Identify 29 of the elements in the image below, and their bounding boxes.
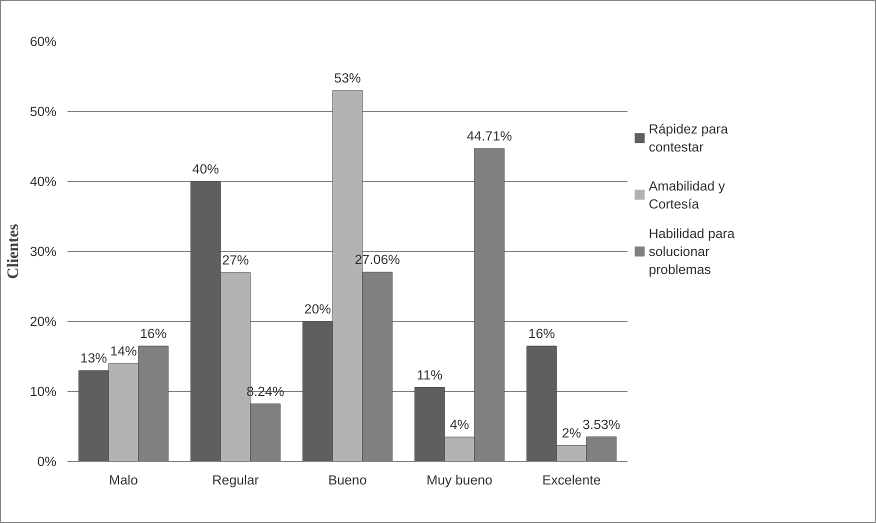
data-label: 2% (562, 425, 582, 440)
legend-label: Amabilidad y Cortesía (648, 178, 726, 212)
data-label: 44.71% (466, 128, 512, 144)
data-label: 40% (192, 162, 220, 176)
y-tick-label: 40% (30, 174, 57, 189)
y-tick-label: 20% (30, 314, 57, 329)
x-tick-label: Malo (109, 472, 138, 488)
x-tick-label: Excelente (542, 472, 601, 488)
y-tick-label: 0% (37, 454, 57, 469)
legend-label: Rápidez para contestar (648, 122, 729, 155)
x-tick-label: Muy bueno (426, 472, 492, 488)
data-label: 16% (140, 326, 167, 341)
x-tick-label: Regular (212, 472, 260, 488)
data-label: 11% (416, 367, 443, 382)
data-label: 53% (334, 70, 361, 86)
data-label: 20% (304, 302, 332, 316)
data-label: 16% (528, 326, 556, 341)
y-tick-label: 60% (30, 34, 57, 49)
y-tick-label: 30% (30, 244, 57, 259)
data-label: 4% (450, 417, 470, 432)
y-axis-title: Clientes (4, 224, 22, 280)
data-label: 13% (80, 350, 108, 366)
data-label: 27% (222, 252, 249, 268)
y-tick-label: 50% (30, 104, 57, 119)
data-label: 3.53% (582, 416, 620, 432)
x-tick-label: Bueno (328, 472, 367, 488)
data-label: 14% (110, 344, 137, 358)
y-tick-label: 10% (30, 384, 57, 399)
legend-label: Habilidad para solucionar problemas (648, 226, 736, 277)
